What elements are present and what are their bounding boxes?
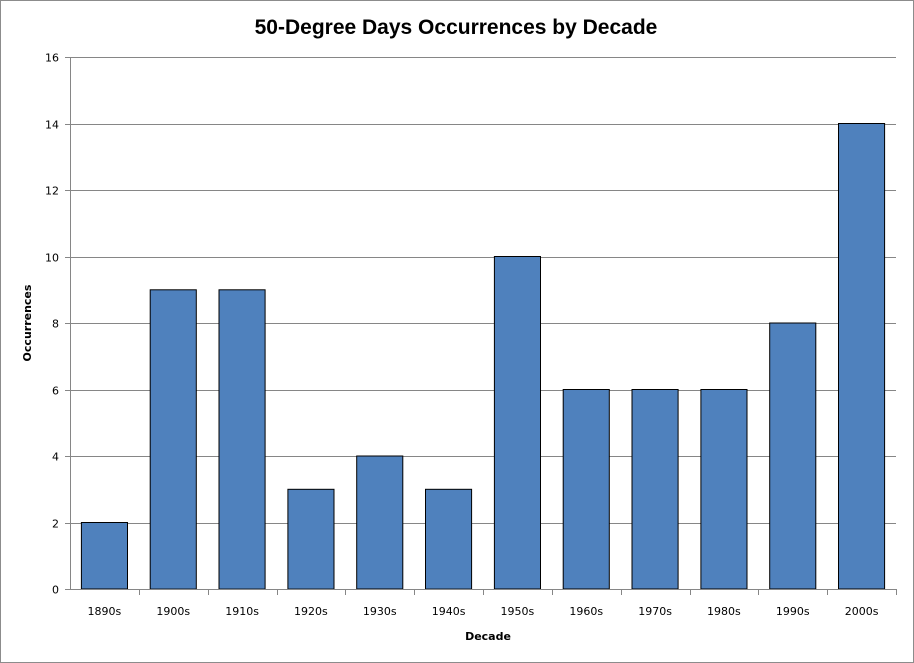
y-tick-label: 14 [45,119,59,132]
x-tick-label: 1970s [638,605,672,618]
bar-1960s [562,389,610,590]
bar-1990s [769,322,817,590]
bar-1980s [700,389,748,590]
x-tick-label: 1980s [707,605,741,618]
chart-title: 50-Degree Days Occurrences by Decade [255,16,658,39]
y-tick-labels: 0 2 4 6 8 10 12 14 16 [45,52,59,597]
gridlines [70,57,896,524]
y-tick-label: 8 [52,318,59,331]
bar-1970s [631,389,679,590]
y-tick-label: 0 [52,584,59,597]
bar-1910s [218,289,266,590]
bar-1930s [356,455,404,590]
bar-1940s [425,488,473,590]
y-tick-label: 4 [52,451,59,464]
x-axis-title: Decade [465,630,511,643]
x-tick-label: 1920s [294,605,328,618]
x-tick-label: 1890s [88,605,122,618]
x-tick-label: 1990s [776,605,810,618]
bar-1900s [149,289,197,590]
bar-1950s [493,256,541,590]
x-tick-label: 1940s [432,605,466,618]
x-tick-label: 2000s [845,605,879,618]
bar-1890s [80,522,128,590]
bar-2000s [838,123,886,590]
bars [80,123,886,590]
y-tick-label: 12 [45,185,59,198]
x-tick-label: 1950s [501,605,535,618]
y-tick-label: 6 [52,385,59,398]
y-axis-title: Occurrences [21,284,34,361]
x-tick-label: 1900s [156,605,190,618]
y-tick-label: 16 [45,52,59,65]
x-tick-label: 1930s [363,605,397,618]
bar-1920s [287,488,335,590]
y-tick-label: 10 [45,252,59,265]
x-tick-labels: 1890s 1900s 1910s 1920s 1930s 1940s 1950s 1960s… [88,605,879,618]
y-tick-label: 2 [52,518,59,531]
x-tick-label: 1910s [225,605,259,618]
x-tick-label: 1960s [569,605,603,618]
axes [65,57,897,595]
